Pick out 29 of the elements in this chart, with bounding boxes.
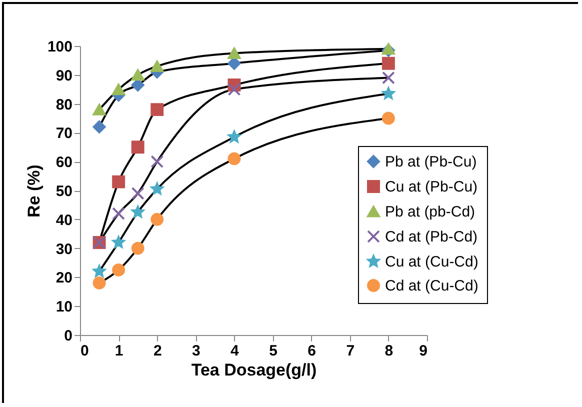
legend-label: Cd at (Pb-Cd) bbox=[385, 228, 478, 246]
y-axis-title: Re (%) bbox=[24, 164, 44, 218]
x-tick-label: 3 bbox=[192, 342, 200, 360]
x-tick-label: 1 bbox=[114, 342, 124, 360]
y-tick-label: 80 bbox=[56, 96, 72, 114]
x-tick-label: 0 bbox=[80, 342, 89, 360]
x-tick-label: 4 bbox=[230, 342, 240, 360]
y-tick-label: 40 bbox=[56, 212, 72, 229]
x-tick-label: 9 bbox=[419, 342, 428, 360]
x-tick-label: 8 bbox=[384, 342, 394, 360]
y-tick-label: 50 bbox=[56, 183, 72, 200]
legend-label: Cu at (Pb-Cu) bbox=[385, 178, 478, 196]
y-tick-label: 70 bbox=[56, 125, 72, 142]
x-tick-label: 6 bbox=[308, 342, 316, 360]
legend-label: Pb at (Pb-Cu) bbox=[385, 154, 477, 170]
x-tick-label: 7 bbox=[346, 342, 355, 360]
y-tick-label: 30 bbox=[56, 240, 72, 258]
legend-label: Cd at (Cu-Cd) bbox=[385, 278, 478, 294]
legend-label: Pb at (pb-Cd) bbox=[385, 204, 476, 220]
y-tick-label: 0 bbox=[64, 328, 72, 344]
y-tick-label: 60 bbox=[56, 154, 72, 172]
y-tick-label: 100 bbox=[47, 38, 72, 56]
legend-label: Cu at (Cu-Cd) bbox=[385, 254, 478, 270]
y-tick-label: 90 bbox=[56, 67, 72, 84]
x-tick-label: 2 bbox=[153, 342, 162, 360]
x-tick-label: 5 bbox=[269, 342, 278, 360]
y-tick-label: 20 bbox=[56, 270, 72, 287]
x-axis-title: Tea Dosage(g/l) bbox=[191, 360, 317, 380]
y-tick-label: 10 bbox=[56, 298, 72, 316]
